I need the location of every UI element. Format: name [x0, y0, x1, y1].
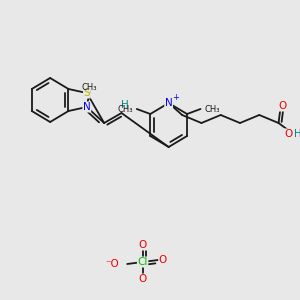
Text: O: O — [159, 255, 167, 265]
Text: +: + — [172, 94, 179, 103]
Text: O: O — [139, 274, 147, 284]
Text: O: O — [278, 101, 286, 111]
Text: S: S — [83, 88, 90, 98]
Text: Cl: Cl — [137, 257, 148, 267]
Text: CH₃: CH₃ — [82, 83, 98, 92]
Text: CH₃: CH₃ — [204, 104, 220, 113]
Text: ⁻O: ⁻O — [106, 259, 119, 269]
Text: O: O — [139, 240, 147, 250]
Text: O: O — [284, 129, 292, 139]
Text: CH₃: CH₃ — [118, 104, 133, 113]
Text: H: H — [294, 129, 300, 139]
Text: H: H — [122, 100, 129, 110]
Text: N: N — [165, 98, 172, 108]
Text: N: N — [83, 102, 91, 112]
